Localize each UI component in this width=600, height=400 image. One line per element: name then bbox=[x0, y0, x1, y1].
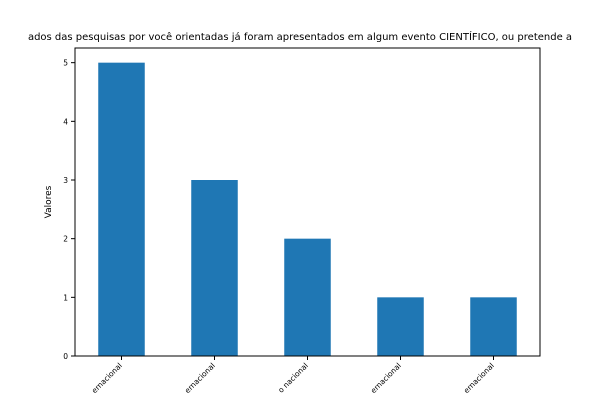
bar-2 bbox=[191, 180, 238, 356]
bar-1 bbox=[98, 62, 145, 357]
y-tick-label-2: 2 bbox=[63, 235, 68, 244]
bar-4 bbox=[377, 297, 424, 356]
plot-frame bbox=[74, 47, 541, 357]
chart-title: ados das pesquisas por você orientadas j… bbox=[28, 30, 572, 43]
bars-group bbox=[98, 62, 517, 357]
y-axis-label: Valores bbox=[44, 185, 54, 218]
bar-5 bbox=[470, 297, 517, 356]
y-tick-label-1: 1 bbox=[63, 293, 68, 302]
y-tick-label-3: 3 bbox=[63, 176, 68, 185]
y-tick-label-4: 4 bbox=[63, 117, 68, 126]
bar-3 bbox=[284, 238, 331, 356]
y-axis-ticks: 0 1 2 3 4 5 bbox=[63, 59, 75, 361]
y-tick-label-5: 5 bbox=[63, 59, 68, 68]
y-tick-label-0: 0 bbox=[63, 352, 68, 361]
